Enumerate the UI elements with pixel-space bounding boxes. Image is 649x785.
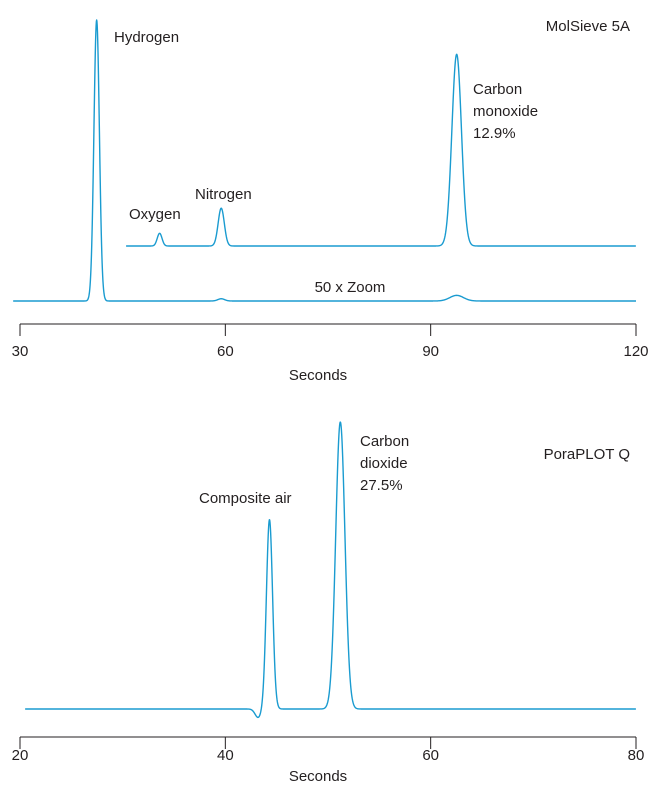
peak-label-hydrogen: Hydrogen xyxy=(114,29,179,46)
poraplot-tick-label: 20 xyxy=(12,747,29,764)
poraplot-title: PoraPLOT Q xyxy=(544,446,630,463)
poraplot-tick-label: 60 xyxy=(422,747,439,764)
molsieve-tick-label: 30 xyxy=(12,343,29,360)
peak-label-carbon-dioxide-line3: 27.5% xyxy=(360,477,403,494)
molsieve-title: MolSieve 5A xyxy=(546,18,630,35)
peak-label-carbon-monoxide-line1: Carbon xyxy=(473,81,522,98)
peak-label-nitrogen: Nitrogen xyxy=(195,186,252,203)
poraplot-tick-label: 40 xyxy=(217,747,234,764)
peak-label-composite-air: Composite air xyxy=(199,490,292,507)
poraplot-x-ticks: 20 40 60 80 xyxy=(12,737,645,764)
molsieve-chart: MolSieve 5A Hydrogen Oxygen Nitrogen Car… xyxy=(12,18,649,384)
peak-label-carbon-dioxide-line2: dioxide xyxy=(360,455,408,472)
peak-label-carbon-monoxide-line2: monoxide xyxy=(473,103,538,120)
molsieve-tick-label: 60 xyxy=(217,343,234,360)
poraplot-chart: PoraPLOT Q Composite air Carbon dioxide … xyxy=(12,421,645,785)
molsieve-main-trace xyxy=(12,19,637,302)
peak-label-oxygen: Oxygen xyxy=(129,206,181,223)
molsieve-tick-label: 90 xyxy=(422,343,439,360)
molsieve-tick-label: 120 xyxy=(623,343,648,360)
poraplot-main-trace xyxy=(24,421,637,719)
poraplot-tick-label: 80 xyxy=(628,747,645,764)
molsieve-x-label: Seconds xyxy=(289,367,347,384)
poraplot-x-label: Seconds xyxy=(289,768,347,785)
peak-label-carbon-dioxide-line1: Carbon xyxy=(360,433,409,450)
molsieve-x-ticks: 30 60 90 120 xyxy=(12,324,649,360)
molsieve-zoom-trace xyxy=(125,53,637,247)
peak-label-carbon-monoxide-line3: 12.9% xyxy=(473,125,516,142)
zoom-label: 50 x Zoom xyxy=(315,279,386,296)
